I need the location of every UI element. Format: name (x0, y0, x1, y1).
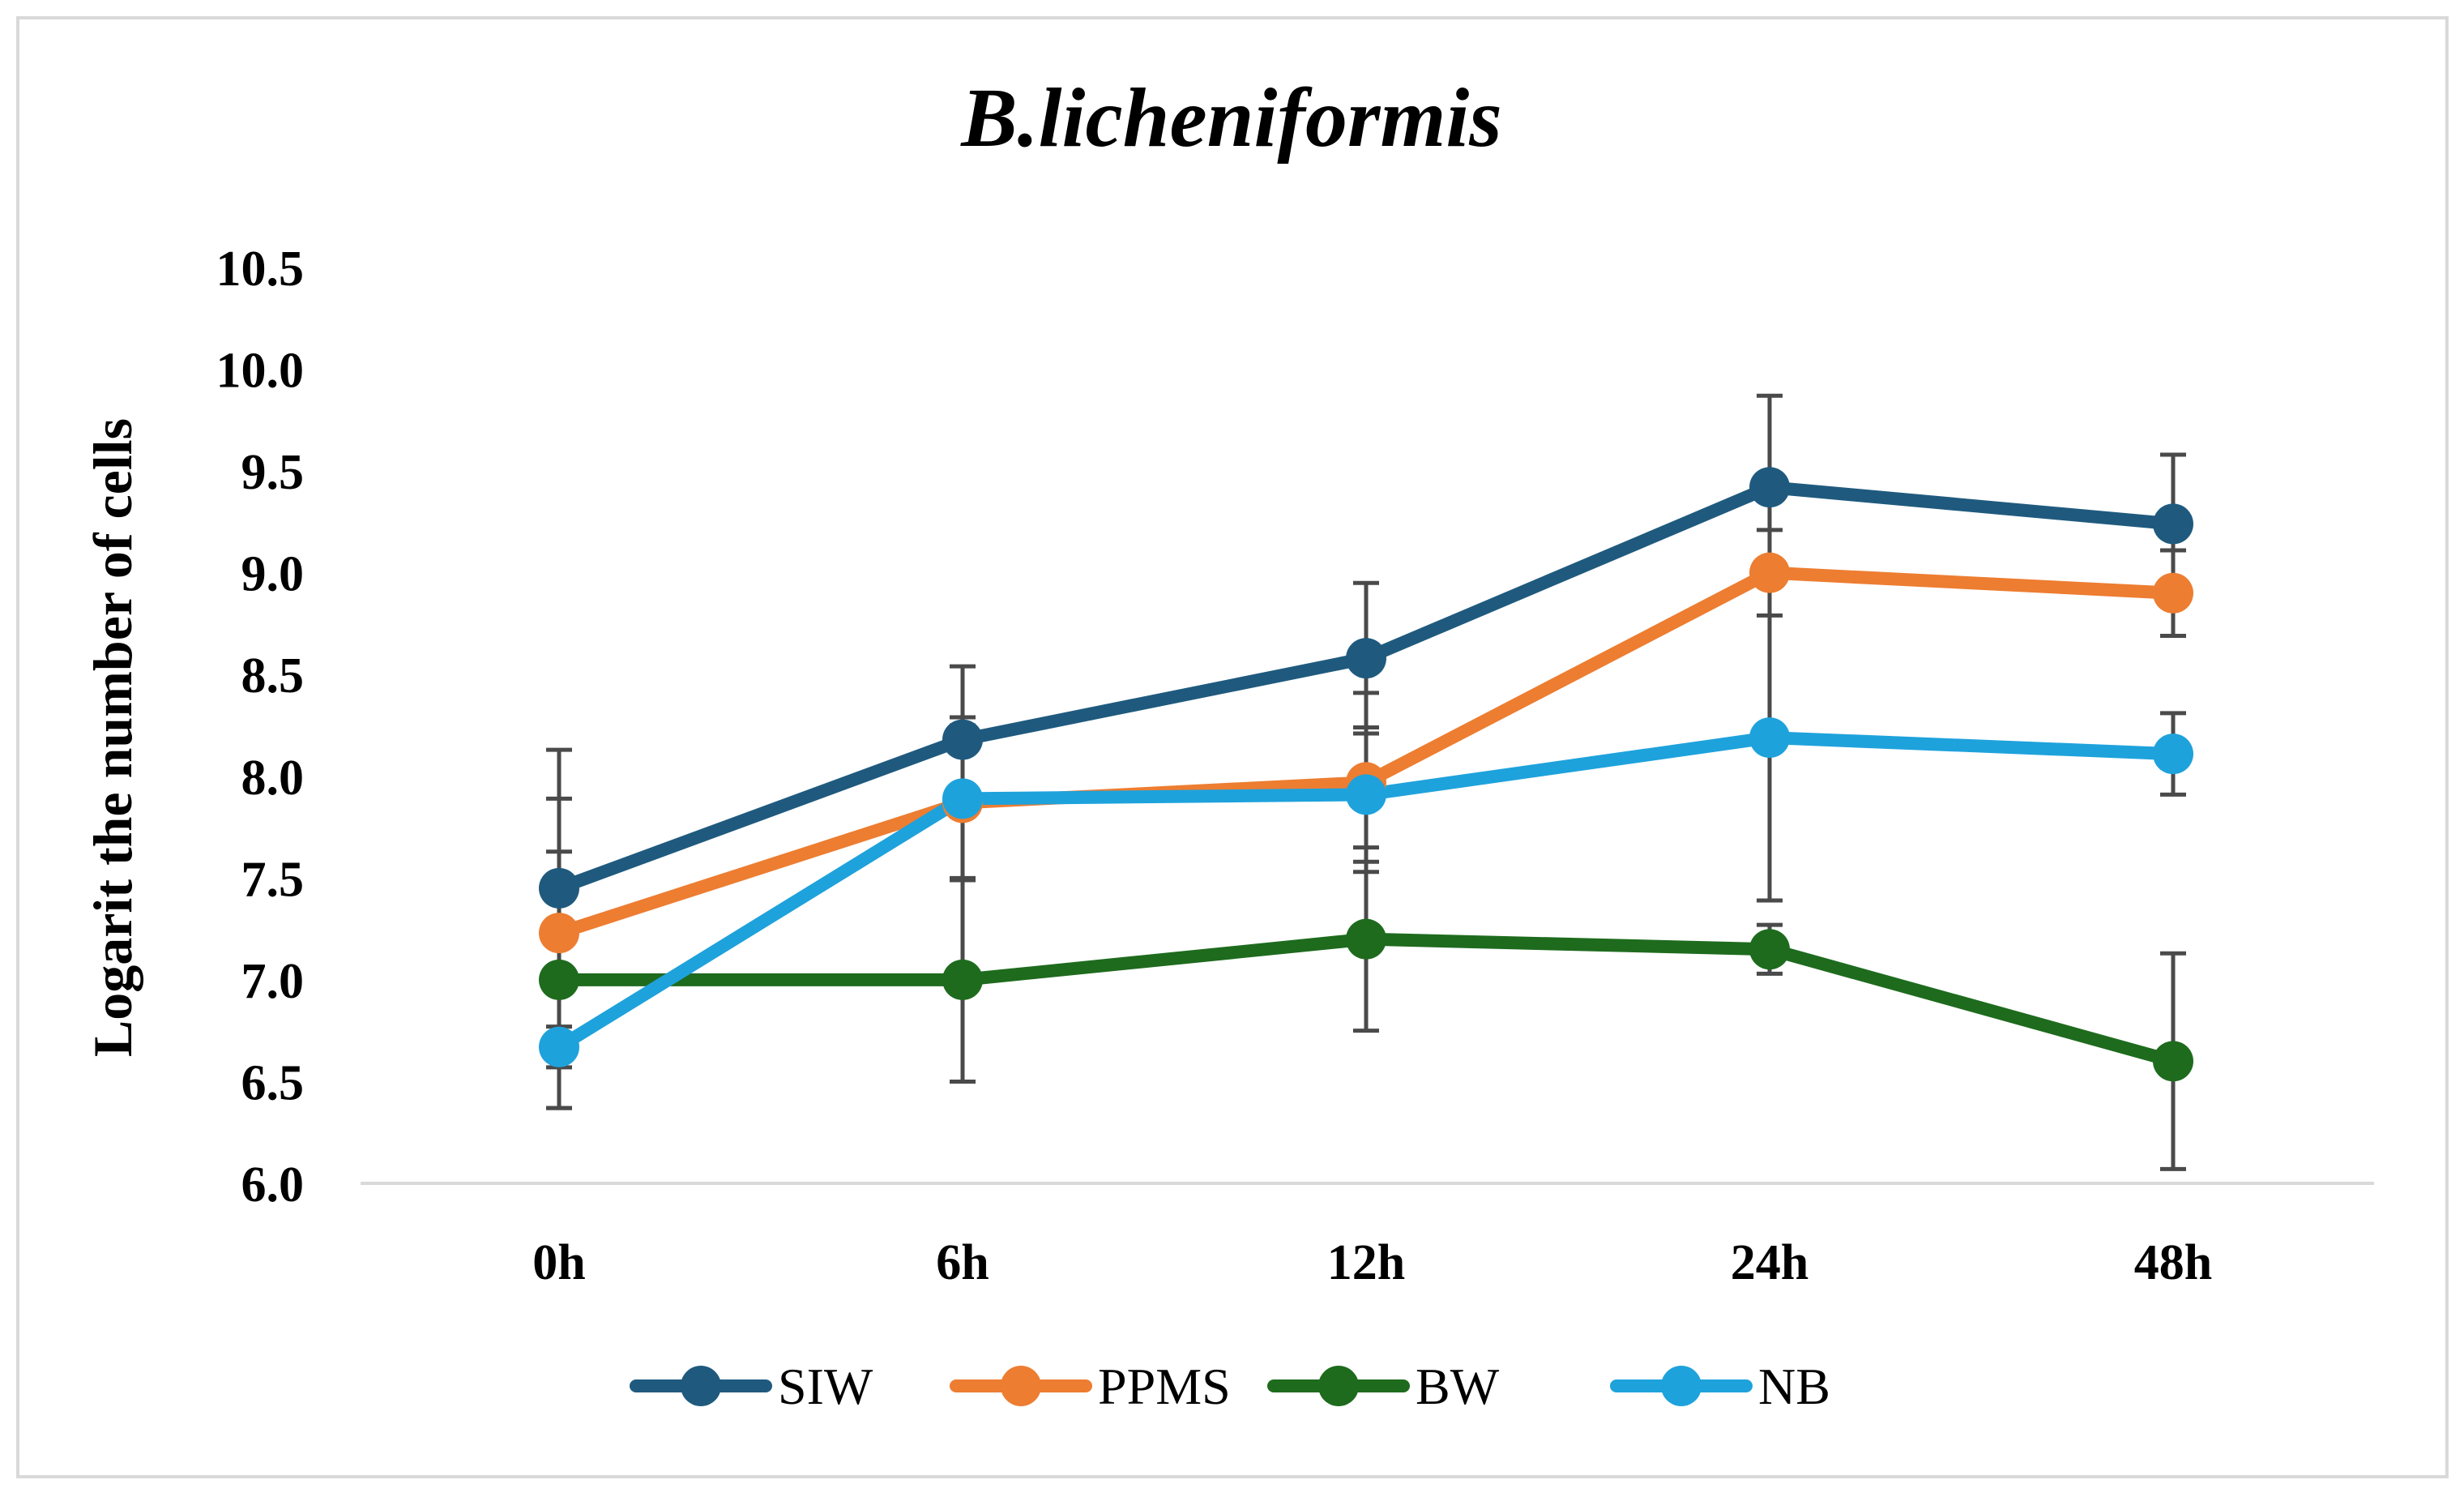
data-point-bw (1749, 929, 1790, 970)
x-tick-label: 0h (532, 1235, 585, 1290)
data-point-bw (539, 959, 579, 1000)
data-point-siw (1749, 467, 1790, 508)
x-tick-label: 12h (1327, 1235, 1405, 1290)
legend-marker (681, 1366, 721, 1406)
legend-label: PPMS (1098, 1358, 1231, 1415)
y-tick-label: 10.0 (216, 344, 305, 399)
data-point-siw (942, 719, 983, 760)
series-points (539, 467, 2193, 1082)
data-point-ppms (539, 913, 579, 954)
x-tick-label: 6h (936, 1235, 989, 1290)
data-point-nb (1346, 774, 1386, 815)
data-point-siw (539, 867, 579, 909)
data-point-nb (942, 778, 983, 819)
y-axis-label: Logarit the number of cells (82, 418, 143, 1057)
data-point-nb (2153, 734, 2193, 775)
y-tick-label: 9.0 (241, 547, 305, 602)
data-point-bw (1346, 918, 1386, 960)
data-point-bw (942, 959, 983, 1000)
data-point-ppms (2153, 572, 2193, 614)
data-point-siw (1346, 638, 1386, 679)
legend-label: BW (1416, 1358, 1500, 1415)
legend: SIW PPMS BW NB (630, 1358, 1830, 1415)
legend-item-bw: BW (1267, 1358, 1500, 1415)
y-tick-label: 8.5 (241, 648, 305, 704)
y-tick-label: 10.5 (216, 242, 305, 297)
chart-title: B.licheniformis (960, 71, 1501, 165)
legend-marker (1661, 1366, 1702, 1406)
legend-item-nb: NB (1610, 1358, 1830, 1415)
legend-item-siw: SIW (630, 1358, 873, 1415)
legend-item-ppms: PPMS (950, 1358, 1231, 1415)
legend-label: NB (1758, 1358, 1830, 1415)
data-point-nb (539, 1026, 579, 1067)
data-point-nb (1749, 717, 1790, 759)
y-tick-label: 6.0 (241, 1157, 305, 1213)
x-tick-label: 24h (1731, 1235, 1808, 1290)
legend-marker (1318, 1366, 1359, 1406)
data-point-bw (2153, 1041, 2193, 1082)
x-tick-label: 48h (2134, 1235, 2212, 1290)
y-tick-label: 6.5 (241, 1055, 305, 1110)
y-axis-ticks: 6.0 6.5 7.0 7.5 8.0 8.5 9.0 9.5 10.0 10.5 (216, 242, 305, 1213)
legend-marker (1001, 1366, 1041, 1406)
y-tick-label: 7.0 (241, 954, 305, 1009)
x-axis-ticks: 0h 6h 12h 24h 48h (532, 1235, 2212, 1290)
data-point-ppms (1749, 552, 1790, 593)
y-tick-label: 7.5 (241, 852, 305, 907)
data-point-siw (2153, 503, 2193, 545)
y-tick-label: 9.5 (241, 445, 305, 500)
legend-label: SIW (778, 1358, 873, 1415)
y-tick-label: 8.0 (241, 751, 305, 806)
